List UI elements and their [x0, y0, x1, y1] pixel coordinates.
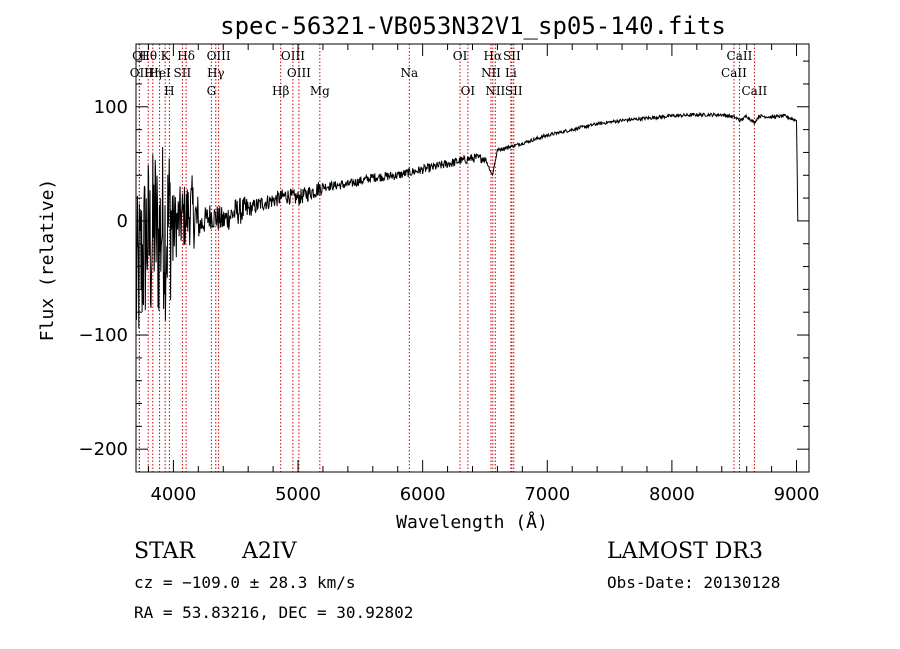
survey-name: LAMOST DR3 — [607, 539, 763, 564]
plot-frame — [135, 43, 810, 473]
spectral-line-label: SII — [503, 49, 521, 63]
x-tick-label: 5000 — [275, 484, 321, 505]
spectral-line-label: CaII — [741, 84, 767, 98]
y-axis-label: Flux (relative) — [37, 179, 58, 342]
observation-date: Obs-Date: 20130128 — [607, 573, 781, 592]
spectral-line-label: OII — [130, 66, 150, 80]
spectral-line-label: OI — [453, 49, 468, 63]
y-axis-ticks: −200 −100 0 100 — [79, 60, 809, 460]
spectral-line-label: Mg — [310, 84, 330, 98]
x-tick-label: 9000 — [774, 484, 820, 505]
spectral-line-label: K — [161, 49, 171, 63]
x-tick-label: 8000 — [649, 484, 695, 505]
spectral-line-label: Hγ — [207, 66, 225, 80]
y-tick-label: 100 — [94, 97, 128, 118]
spectral-line-label: Hα — [484, 49, 503, 63]
y-tick-label: −100 — [79, 325, 128, 346]
spectral-line-label: CaII — [727, 49, 753, 63]
x-tick-label: 6000 — [400, 484, 446, 505]
spectral-subclass: A2IV — [242, 539, 297, 564]
spectral-line-label: NII — [485, 84, 505, 98]
spectral-line-label: Hδ — [177, 49, 195, 63]
spectral-line-label: OIII — [207, 49, 231, 63]
spectral-line-label: SII — [174, 66, 192, 80]
spectrum-series — [135, 111, 799, 329]
spectral-line-label: SII — [505, 84, 523, 98]
spectral-line-label: G — [207, 84, 217, 98]
x-axis-ticks: 4000 5000 6000 7000 8000 9000 — [147, 44, 820, 505]
spectral-line-label: Hβ — [272, 84, 289, 98]
x-tick-label: 7000 — [524, 484, 570, 505]
spectral-line-label: OIII — [281, 49, 305, 63]
ra-dec-coordinates: RA = 53.83216, DEC = 30.92802 — [134, 603, 414, 622]
spectral-line-label: HeI — [148, 66, 171, 80]
spectral-line-label: Hη — [144, 66, 162, 80]
object-class: STAR — [134, 539, 195, 564]
spectral-line-label: Li — [505, 66, 517, 80]
spectral-line-label: OI — [461, 84, 476, 98]
x-axis-label: Wavelength (Å) — [396, 511, 548, 533]
x-tick-label: 4000 — [150, 484, 196, 505]
chart-title: spec-56321-VB053N32V1_sp05-140.fits — [220, 12, 726, 40]
spectral-line-label: CaII — [721, 66, 747, 80]
spectral-line-markers — [138, 44, 755, 472]
spectral-line-label: Na — [400, 66, 418, 80]
spectral-line-label: OIII — [287, 66, 311, 80]
y-tick-label: 0 — [117, 211, 128, 232]
spectrum-line — [135, 111, 799, 329]
spectral-line-label: NII — [481, 66, 501, 80]
spectral-line-label: Hθ — [139, 49, 157, 63]
redshift-velocity: cz = −109.0 ± 28.3 km/s — [134, 573, 356, 592]
y-tick-label: −200 — [79, 439, 128, 460]
spectral-line-label: H — [164, 84, 174, 98]
